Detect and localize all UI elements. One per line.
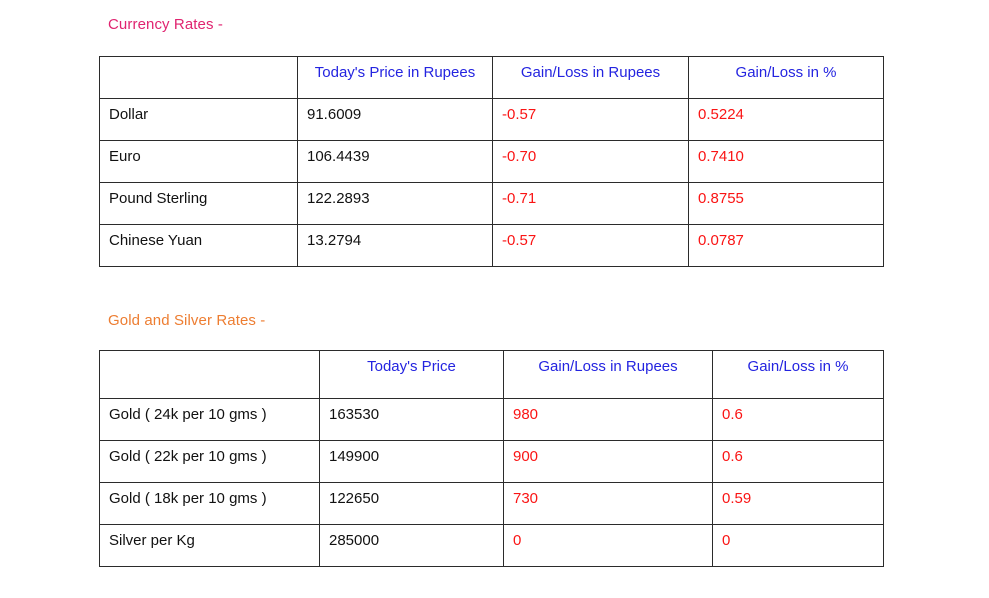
currency-price: 91.6009 [297,98,493,141]
metal-name: Gold ( 22k per 10 gms ) [99,440,320,483]
metals-header-blank [99,350,320,399]
currency-gain-pct: 0.7410 [688,140,884,183]
currency-gain-rupees: -0.71 [492,182,689,225]
currency-header-blank [99,56,298,99]
metal-gain-rupees: 900 [503,440,713,483]
currency-header-price: Today's Price in Rupees [297,56,493,99]
currency-gain-rupees: -0.57 [492,98,689,141]
metal-gain-pct: 0.59 [712,482,884,525]
metal-gain-rupees: 0 [503,524,713,567]
currency-header-gain-pct: Gain/Loss in % [688,56,884,99]
table-row-pound-sterling: Pound Sterling 122.2893 -0.71 0.8755 [99,182,884,225]
table-row-euro: Euro 106.4439 -0.70 0.7410 [99,140,884,183]
metals-header-price: Today's Price [319,350,504,399]
metal-name: Gold ( 18k per 10 gms ) [99,482,320,525]
currency-rates-table: Today's Price in Rupees Gain/Loss in Rup… [99,56,884,267]
table-row-gold-18k: Gold ( 18k per 10 gms ) 122650 730 0.59 [99,482,884,525]
metal-gain-pct: 0.6 [712,440,884,483]
currency-name: Euro [99,140,298,183]
currency-header-row: Today's Price in Rupees Gain/Loss in Rup… [99,56,884,99]
metal-price: 149900 [319,440,504,483]
gold-silver-rates-table: Today's Price Gain/Loss in Rupees Gain/L… [99,350,884,567]
metals-header-row: Today's Price Gain/Loss in Rupees Gain/L… [99,350,884,399]
currency-name: Pound Sterling [99,182,298,225]
metal-gain-pct: 0.6 [712,398,884,441]
currency-name: Chinese Yuan [99,224,298,267]
table-row-gold-24k: Gold ( 24k per 10 gms ) 163530 980 0.6 [99,398,884,441]
metals-header-gain-pct: Gain/Loss in % [712,350,884,399]
metal-gain-rupees: 980 [503,398,713,441]
currency-rates-title: Currency Rates - [108,16,223,33]
currency-gain-pct: 0.0787 [688,224,884,267]
metal-price: 163530 [319,398,504,441]
gold-silver-rates-title: Gold and Silver Rates - [108,312,266,329]
currency-price: 106.4439 [297,140,493,183]
currency-gain-rupees: -0.70 [492,140,689,183]
table-row-silver: Silver per Kg 285000 0 0 [99,524,884,567]
currency-name: Dollar [99,98,298,141]
currency-gain-pct: 0.5224 [688,98,884,141]
metal-name: Gold ( 24k per 10 gms ) [99,398,320,441]
table-row-gold-22k: Gold ( 22k per 10 gms ) 149900 900 0.6 [99,440,884,483]
currency-gain-pct: 0.8755 [688,182,884,225]
table-row-chinese-yuan: Chinese Yuan 13.2794 -0.57 0.0787 [99,224,884,267]
metal-price: 122650 [319,482,504,525]
currency-gain-rupees: -0.57 [492,224,689,267]
metal-name: Silver per Kg [99,524,320,567]
table-row-dollar: Dollar 91.6009 -0.57 0.5224 [99,98,884,141]
metals-header-gain-rupees: Gain/Loss in Rupees [503,350,713,399]
metal-gain-pct: 0 [712,524,884,567]
currency-header-gain-rupees: Gain/Loss in Rupees [492,56,689,99]
metal-price: 285000 [319,524,504,567]
currency-price: 13.2794 [297,224,493,267]
currency-price: 122.2893 [297,182,493,225]
metal-gain-rupees: 730 [503,482,713,525]
